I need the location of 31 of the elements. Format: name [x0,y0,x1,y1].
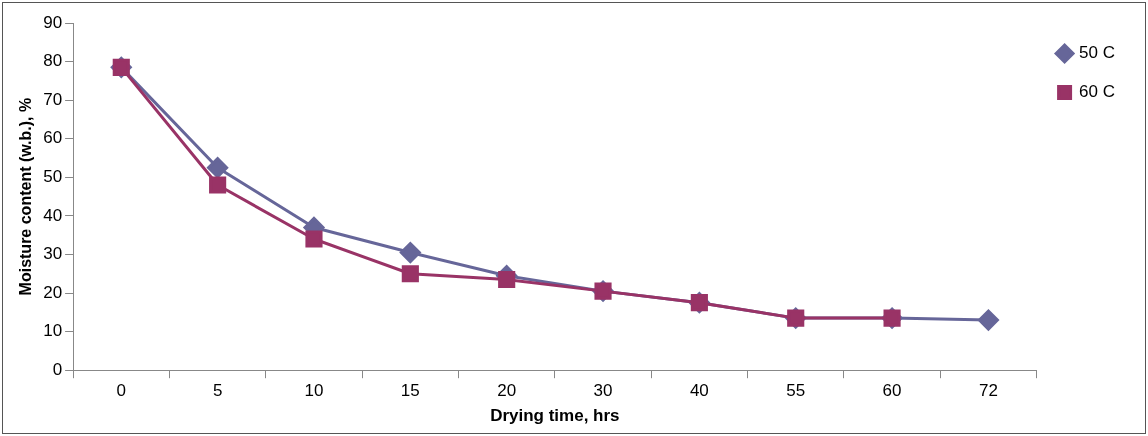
x-tick-label: 72 [978,381,998,401]
point [498,270,516,289]
x-tick-label: 20 [497,381,517,401]
y-tick-label: 20 [43,282,63,302]
point [207,157,229,179]
x-tick-label: 40 [689,381,709,401]
y-tick-label: 70 [43,89,63,109]
y-tick-label: 90 [43,12,63,32]
point [401,265,419,283]
y-tick-label: 10 [43,321,63,341]
x-tick-label: 60 [882,381,902,401]
y-tick-label: 60 [43,128,63,148]
x-axis-title: Drying time, hrs [490,406,620,426]
legend-label: 50 C [1079,43,1116,63]
legend-label: 60 C [1079,82,1116,102]
y-tick-label: 30 [43,244,63,264]
point [399,242,421,264]
x-tick-label: 30 [593,381,613,401]
point [977,309,999,331]
point [305,230,323,248]
y-tick-label: 0 [52,359,63,379]
x-tick-label: 0 [116,381,127,401]
x-tick-label: 10 [304,381,324,401]
y-axis-title: Moisture content (w.b.), % [17,97,35,296]
y-tick-label: 80 [43,51,63,71]
x-tick-label: 55 [786,381,806,401]
y-tick-label: 40 [43,205,63,225]
y-tick-label: 50 [43,167,63,186]
x-tick-label: 5 [212,381,223,401]
point [209,176,227,194]
x-tick-label: 15 [400,381,420,401]
